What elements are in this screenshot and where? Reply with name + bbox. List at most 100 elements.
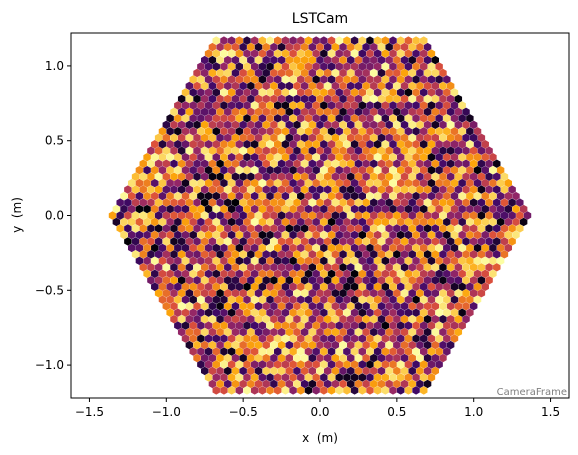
camera-pixel xyxy=(489,204,497,214)
camera-pixel xyxy=(416,314,424,324)
camera-pixel xyxy=(312,295,320,304)
camera-pixel xyxy=(404,62,413,71)
camera-pixel xyxy=(250,230,259,240)
camera-pixel xyxy=(250,36,259,45)
camera-pixel xyxy=(320,178,328,188)
camera-pixel xyxy=(473,127,482,136)
camera-pixel xyxy=(316,42,324,52)
camera-pixel xyxy=(466,295,474,304)
camera-pixel xyxy=(274,269,282,278)
camera-pixel xyxy=(312,140,320,149)
camera-pixel xyxy=(347,133,355,142)
camera-pixel xyxy=(439,107,447,117)
camera-pixel xyxy=(277,107,286,117)
camera-pixel xyxy=(450,295,459,304)
camera-pixel xyxy=(293,211,301,220)
camera-pixel xyxy=(189,140,197,149)
camera-pixel xyxy=(239,107,247,117)
camera-pixel xyxy=(185,198,194,207)
y-tick-label: −1.0 xyxy=(35,358,64,372)
camera-pixel xyxy=(227,88,236,97)
camera-pixel xyxy=(158,153,167,162)
camera-pixel xyxy=(281,373,290,382)
camera-pixel xyxy=(446,250,455,259)
camera-pixel xyxy=(327,101,336,110)
camera-pixel xyxy=(347,42,355,52)
camera-pixel xyxy=(396,243,405,253)
camera-pixel xyxy=(454,327,463,337)
camera-pixel xyxy=(443,140,451,149)
camera-pixel xyxy=(185,263,194,272)
camera-pixel xyxy=(274,165,282,175)
camera-pixel xyxy=(243,295,251,304)
camera-pixel xyxy=(154,263,163,272)
camera-pixel xyxy=(435,269,443,278)
camera-pixel xyxy=(181,191,190,201)
camera-pixel xyxy=(381,295,390,304)
camera-pixel xyxy=(270,353,278,363)
camera-pixel xyxy=(181,127,190,136)
camera-pixel xyxy=(189,101,197,110)
camera-pixel xyxy=(331,314,340,324)
camera-pixel xyxy=(366,153,374,162)
camera-pixel xyxy=(347,302,355,311)
camera-pixel xyxy=(193,94,201,104)
camera-pixel xyxy=(400,250,409,259)
camera-pixel xyxy=(370,68,378,78)
camera-pixel xyxy=(177,302,186,311)
camera-pixel xyxy=(496,217,505,227)
camera-pixel xyxy=(181,269,190,278)
camera-pixel xyxy=(154,172,163,181)
camera-pixel xyxy=(185,314,194,324)
camera-pixel xyxy=(385,198,393,207)
camera-pixel xyxy=(266,178,274,188)
camera-pixel xyxy=(243,140,251,149)
camera-pixel xyxy=(208,302,217,311)
camera-pixel xyxy=(312,360,320,369)
camera-pixel xyxy=(389,360,397,369)
camera-pixel xyxy=(285,327,293,337)
camera-pixel xyxy=(373,256,382,266)
camera-pixel xyxy=(469,185,478,194)
camera-pixel xyxy=(381,360,390,369)
camera-pixel xyxy=(262,340,270,350)
camera-pixel xyxy=(274,321,282,330)
camera-pixel xyxy=(193,81,201,91)
camera-pixel xyxy=(400,327,409,337)
camera-pixel xyxy=(450,256,459,266)
camera-pixel xyxy=(243,217,251,227)
camera-pixel xyxy=(393,172,401,181)
camera-pixel xyxy=(450,308,459,317)
camera-pixel xyxy=(373,347,382,356)
camera-pixel xyxy=(373,140,382,149)
camera-pixel xyxy=(297,49,305,58)
camera-pixel xyxy=(170,185,178,194)
camera-pixel xyxy=(308,68,317,78)
camera-pixel xyxy=(266,230,274,240)
camera-pixel xyxy=(185,81,194,91)
camera-pixel xyxy=(412,204,420,214)
camera-pixel xyxy=(370,185,378,194)
camera-pixel xyxy=(200,340,209,350)
camera-pixel xyxy=(408,302,416,311)
camera-pixel xyxy=(231,42,240,52)
camera-pixel xyxy=(297,127,305,136)
camera-pixel xyxy=(235,49,244,58)
camera-pixel xyxy=(277,94,286,104)
camera-pixel xyxy=(281,269,290,278)
camera-pixel xyxy=(327,178,336,188)
camera-pixel xyxy=(185,289,194,298)
camera-pixel xyxy=(385,263,393,272)
camera-pixel xyxy=(370,159,378,168)
camera-pixel xyxy=(224,366,232,376)
camera-pixel xyxy=(462,107,470,117)
camera-pixel xyxy=(327,153,336,162)
camera-pixel xyxy=(385,379,393,389)
camera-pixel xyxy=(231,55,240,65)
camera-pixel xyxy=(250,243,259,253)
camera-pixel xyxy=(197,101,205,110)
camera-pixel xyxy=(220,256,228,266)
camera-pixel xyxy=(235,153,244,162)
camera-pixel xyxy=(266,153,274,162)
camera-pixel xyxy=(147,159,155,168)
